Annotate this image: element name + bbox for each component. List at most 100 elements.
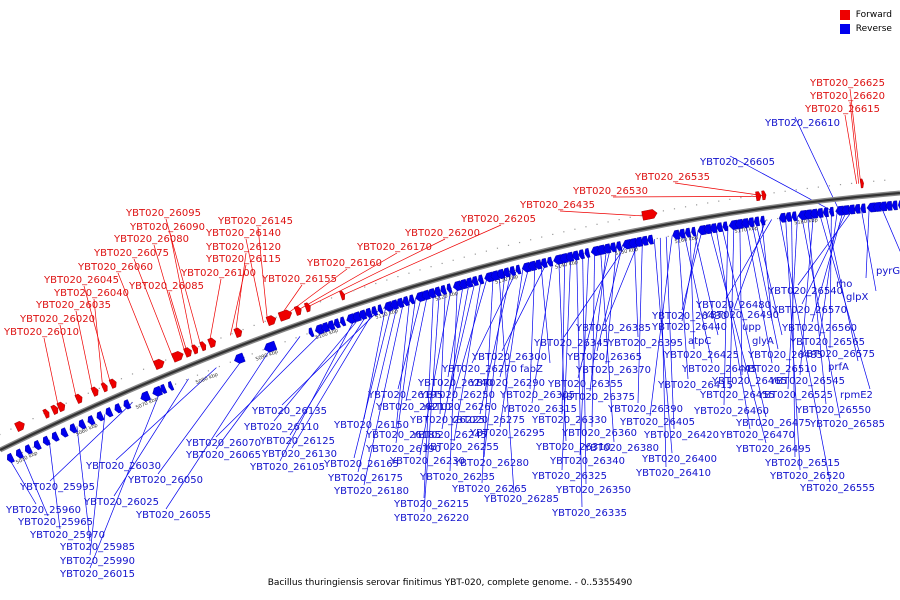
leader-line — [291, 311, 374, 449]
gene-label-ybt020-26570: YBT020_26570 — [771, 305, 847, 316]
track-dot — [766, 219, 768, 221]
track-dot — [131, 373, 134, 375]
leader-line — [723, 225, 729, 406]
reverse-gene — [509, 266, 517, 276]
leader-line — [665, 236, 675, 430]
reverse-gene — [716, 222, 723, 233]
reverse-gene — [547, 256, 554, 267]
leader-line — [693, 231, 719, 336]
track-dot — [364, 286, 366, 288]
reverse-gene — [628, 237, 638, 249]
leader-line — [215, 336, 301, 450]
leader-line — [43, 337, 59, 408]
leader-line — [279, 317, 357, 462]
gene-label-ybt020-26015: YBT020_26015 — [59, 569, 135, 580]
leader-line — [634, 243, 639, 338]
reverse-gene — [741, 218, 750, 229]
gene-label-ybt020-26215: YBT020_26215 — [393, 499, 469, 510]
leader-line — [612, 196, 757, 198]
leader-line — [721, 226, 767, 418]
track-dot — [419, 269, 421, 271]
reverse-gene — [722, 221, 729, 232]
gene-label-ybt020-26465: YBT020_26465 — [711, 376, 787, 387]
gene-label-ybt020-26540: YBT020_26540 — [767, 286, 843, 297]
reverse-gene — [590, 245, 601, 257]
leader-line — [499, 268, 524, 428]
gene-label-ybt020-26615: YBT020_26615 — [804, 104, 880, 115]
gene-label-prfa: prfA — [828, 362, 849, 373]
reverse-gene — [803, 209, 813, 220]
gene-label-ybt020-26240: YBT020_26240 — [417, 378, 493, 389]
reverse-gene — [540, 258, 548, 269]
track-dot — [777, 217, 779, 220]
leader-line — [880, 206, 900, 252]
gene-label-ybt020-26195: YBT020_26195 — [367, 390, 443, 401]
leader-line — [59, 324, 77, 400]
leader-line — [576, 255, 583, 508]
leader-line — [395, 298, 416, 444]
gene-label-ybt020-26065: YBT020_26065 — [185, 450, 261, 461]
track-dot — [795, 189, 797, 191]
forward-gene — [199, 341, 207, 352]
reverse-gene — [503, 267, 511, 278]
leader-line — [153, 244, 186, 354]
scale-tick-label: 5180 kbp — [794, 217, 818, 226]
gene-label-ybt020-26040: YBT020_26040 — [53, 288, 129, 299]
reverse-gene — [496, 268, 506, 280]
reverse-gene — [559, 252, 569, 264]
track-dot — [563, 231, 565, 233]
gene-label-ybt020-26255: YBT020_26255 — [423, 442, 499, 453]
track-dot — [330, 297, 333, 299]
track-dot — [174, 383, 177, 385]
gene-label-glpx: glpX — [846, 292, 868, 303]
track-dot — [98, 387, 100, 389]
reverse-gene — [816, 208, 824, 218]
track-dot — [32, 446, 34, 448]
gene-label-ybt020-25995: YBT020_25995 — [19, 482, 95, 493]
gene-label-ybt020-26050: YBT020_26050 — [127, 475, 203, 486]
scale-tick-label: 5150 kbp — [614, 246, 638, 257]
gene-label-ybt020-26265: YBT020_26265 — [451, 484, 527, 495]
gene-label-ybt020-25960: YBT020_25960 — [5, 505, 81, 516]
reverse-gene — [152, 385, 163, 397]
forward-gene — [90, 386, 99, 397]
track-dot — [667, 235, 669, 238]
reverse-gene — [797, 210, 808, 221]
gene-label-ybt020-26300: YBT020_26300 — [471, 352, 547, 363]
reverse-gene — [427, 288, 437, 299]
reverse-gene — [168, 381, 175, 391]
gene-label-ybt020-26295: YBT020_26295 — [469, 428, 545, 439]
track-dot — [817, 186, 819, 188]
gene-label-ybt020-26180: YBT020_26180 — [333, 486, 409, 497]
leader-line — [441, 282, 470, 430]
leader-line — [582, 254, 587, 485]
legend-reverse-label: Reverse — [855, 24, 892, 34]
gene-label-ybt020-26155: YBT020_26155 — [261, 274, 337, 285]
track-dot — [607, 221, 609, 223]
track-dot — [806, 187, 808, 190]
forward-gene — [191, 344, 199, 355]
gene-label-ybt020-26425: YBT020_26425 — [663, 350, 739, 361]
leader-line — [498, 274, 515, 494]
figure-caption: Bacillus thuringiensis serovar finitimus… — [267, 578, 633, 588]
leader-line — [605, 246, 617, 365]
leader-line — [755, 221, 783, 336]
gene-label-ybt020-26575: YBT020_26575 — [799, 349, 875, 360]
gene-label-ybt020-26185: YBT020_26185 — [365, 430, 441, 441]
track-dot — [729, 198, 731, 200]
gene-label-pyrg: pyrG — [876, 266, 900, 277]
gene-label-ybt020-26025: YBT020_26025 — [83, 497, 159, 508]
gene-label-ybt020-26585: YBT020_26585 — [809, 419, 885, 430]
forward-gene — [277, 309, 293, 322]
gene-label-ybt020-26325: YBT020_26325 — [531, 471, 607, 482]
gene-label-ybt020-26440: YBT020_26440 — [651, 322, 727, 333]
scale-tick-label: 5170 kbp — [734, 225, 758, 235]
reverse-gene — [114, 403, 123, 414]
forward-gene — [50, 404, 59, 415]
reverse-gene — [709, 223, 718, 234]
gene-label-ybt020-26495: YBT020_26495 — [735, 444, 811, 455]
leader-line — [133, 258, 174, 359]
track-dot — [496, 247, 499, 249]
gene-label-ybt020-26145: YBT020_26145 — [217, 216, 293, 227]
reverse-gene — [760, 215, 766, 226]
